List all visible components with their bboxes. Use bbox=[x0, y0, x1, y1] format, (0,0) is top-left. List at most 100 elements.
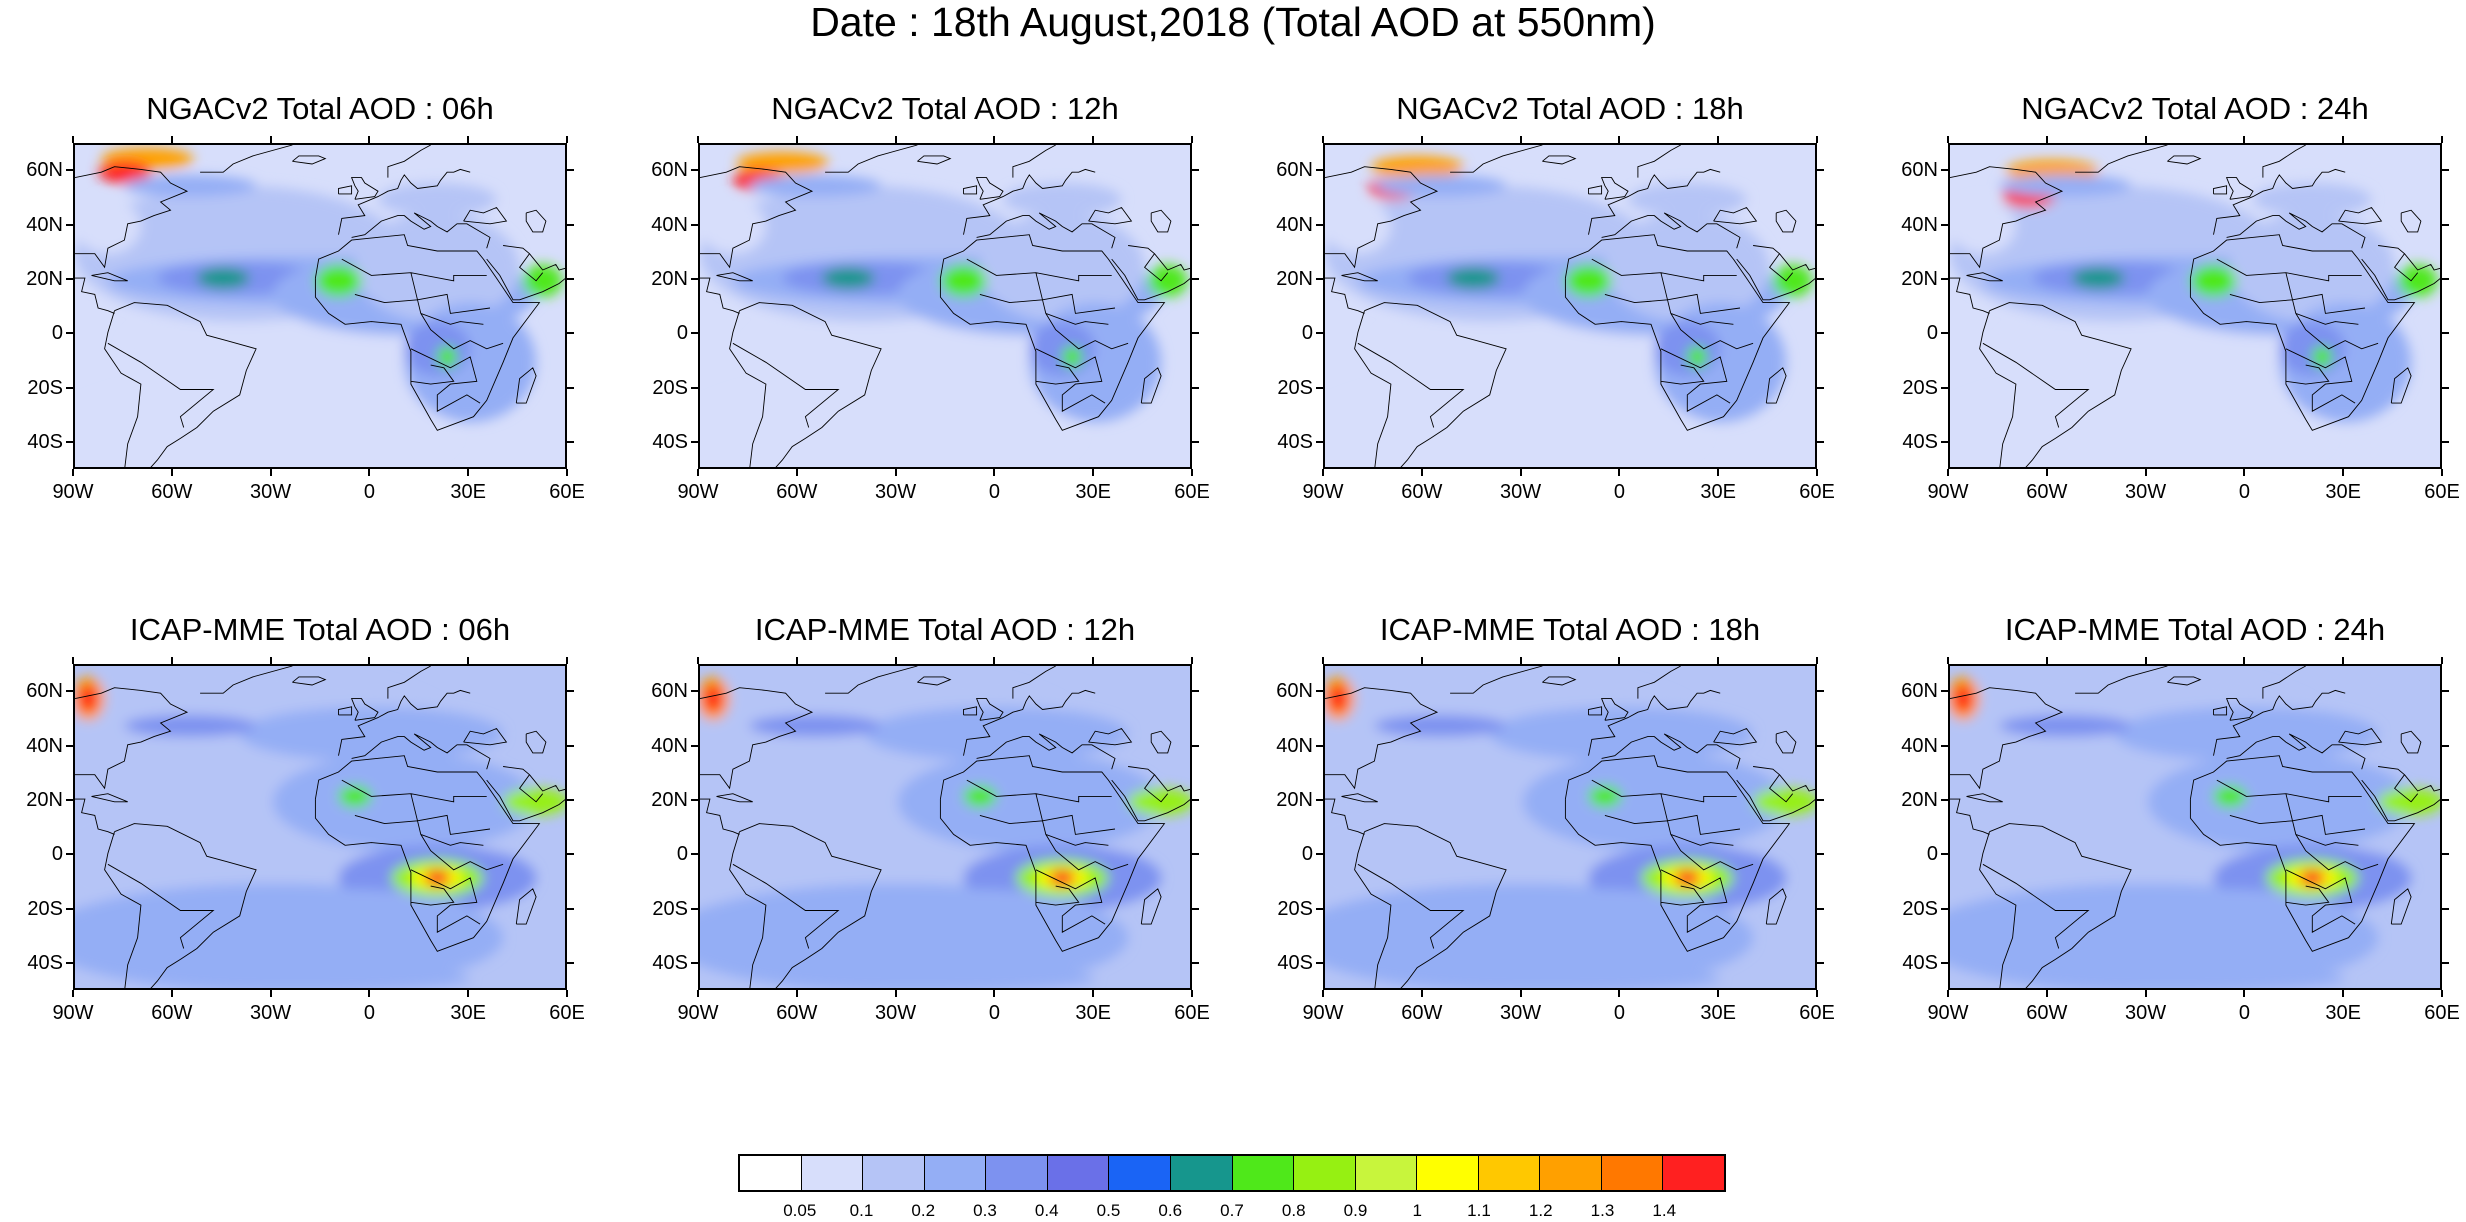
lon-tick-label: 60E bbox=[1799, 1002, 1835, 1024]
lon-tick-label: 60W bbox=[776, 1002, 818, 1024]
lat-tick bbox=[1192, 223, 1199, 226]
lat-tick bbox=[1316, 798, 1323, 801]
aod-blob bbox=[1374, 714, 1507, 737]
coastlines bbox=[1950, 145, 2440, 467]
lon-tick bbox=[1618, 136, 1621, 143]
lon-tick-label: 60W bbox=[2026, 481, 2068, 503]
lat-tick-label: 20N bbox=[1276, 267, 1313, 290]
aod-map-svg bbox=[700, 145, 1190, 467]
lon-tick bbox=[368, 990, 371, 997]
lat-tick bbox=[1817, 798, 1824, 801]
lat-tick bbox=[1817, 386, 1824, 389]
lat-tick bbox=[1316, 440, 1323, 443]
lon-tick-label: 60E bbox=[1174, 1002, 1210, 1024]
lat-tick bbox=[1817, 169, 1824, 172]
lon-tick bbox=[1947, 657, 1949, 664]
lon-tick bbox=[1191, 657, 1193, 664]
aod-blob bbox=[338, 785, 372, 808]
lon-tick-label: 30E bbox=[450, 481, 486, 503]
colorbar-label: 0.1 bbox=[849, 1201, 874, 1220]
aod-blob bbox=[1999, 174, 2132, 197]
lat-tick-label: 20N bbox=[651, 788, 688, 811]
lat-tick-label: 60N bbox=[1901, 159, 1938, 182]
lat-tick-label: 20N bbox=[651, 267, 688, 290]
lon-tick-label: 30W bbox=[875, 481, 917, 503]
lat-tick bbox=[1192, 332, 1199, 335]
lon-tick bbox=[2342, 136, 2345, 143]
colorbar-swatch bbox=[863, 1156, 925, 1190]
lat-tick bbox=[1817, 853, 1824, 856]
aod-blob bbox=[522, 264, 563, 298]
lon-tick bbox=[1717, 469, 1720, 476]
lat-tick bbox=[66, 223, 73, 226]
panel-title: ICAP-MME Total AOD : 24h bbox=[2004, 612, 2386, 647]
lat-tick bbox=[1817, 690, 1824, 693]
lat-tick-label: 40S bbox=[27, 430, 63, 453]
lon-tick bbox=[1618, 990, 1621, 997]
lat-tick bbox=[66, 744, 73, 747]
aod-blob bbox=[1950, 199, 2016, 254]
lat-tick-label: 40S bbox=[27, 951, 63, 974]
aod-blob bbox=[963, 785, 997, 808]
lon-tick bbox=[2342, 469, 2345, 476]
lat-tick bbox=[2442, 744, 2449, 747]
lat-tick-label: 20N bbox=[26, 788, 63, 811]
lon-tick bbox=[2045, 990, 2048, 997]
lat-tick bbox=[1817, 440, 1824, 443]
aod-blob bbox=[736, 151, 829, 174]
aod-blob bbox=[1627, 183, 1747, 216]
lon-tick bbox=[170, 136, 173, 143]
lat-tick-label: 0 bbox=[51, 843, 63, 866]
lon-tick bbox=[795, 990, 798, 997]
lon-tick bbox=[795, 136, 798, 143]
lat-tick-label: 40N bbox=[1276, 213, 1313, 236]
lon-tick bbox=[2243, 136, 2246, 143]
aod-blob bbox=[124, 714, 257, 737]
aod-field bbox=[75, 666, 565, 988]
aod-blob bbox=[703, 685, 724, 713]
lat-tick-label: 60N bbox=[26, 680, 63, 703]
aod-blob bbox=[78, 685, 99, 713]
lon-tick bbox=[697, 657, 699, 664]
lat-tick bbox=[1192, 690, 1199, 693]
lat-tick bbox=[1941, 744, 1948, 747]
aod-blob bbox=[315, 264, 362, 298]
lon-tick-label: 30E bbox=[2325, 1002, 2361, 1024]
lon-tick bbox=[2144, 657, 2147, 664]
lon-tick-label: 90W bbox=[1927, 1002, 1969, 1024]
lat-tick bbox=[567, 690, 574, 693]
aod-map-svg bbox=[1950, 666, 2440, 988]
lon-tick-label: 0 bbox=[2238, 481, 2250, 503]
lon-tick bbox=[170, 469, 173, 476]
lon-tick bbox=[467, 657, 470, 664]
lat-tick-label: 20N bbox=[1901, 788, 1938, 811]
lon-tick bbox=[269, 469, 272, 476]
lat-tick bbox=[1817, 907, 1824, 910]
lat-tick-label: 60N bbox=[651, 680, 688, 703]
aod-blob bbox=[1522, 752, 1787, 851]
lat-tick bbox=[1192, 386, 1199, 389]
lon-tick-label: 30W bbox=[250, 481, 292, 503]
colorbar-label: 0.8 bbox=[1281, 1201, 1306, 1220]
lon-tick bbox=[697, 469, 699, 476]
lon-tick bbox=[72, 136, 74, 143]
aod-blob bbox=[404, 321, 471, 376]
lon-tick-label: 90W bbox=[677, 481, 719, 503]
lon-tick bbox=[2441, 469, 2443, 476]
lat-tick bbox=[691, 853, 698, 856]
aod-blob bbox=[2378, 788, 2440, 816]
colorbar-swatch bbox=[1294, 1156, 1356, 1190]
aod-blob bbox=[1446, 267, 1500, 289]
aod-blob bbox=[1371, 155, 1464, 178]
panel-title: ICAP-MME Total AOD : 18h bbox=[1379, 612, 1761, 647]
panel-title: NGACv2 Total AOD : 12h bbox=[771, 91, 1119, 126]
lon-tick bbox=[467, 469, 470, 476]
lon-tick-label: 0 bbox=[2238, 1002, 2250, 1024]
lat-tick bbox=[1316, 744, 1323, 747]
aod-map-svg bbox=[700, 666, 1190, 988]
lon-tick-label: 60E bbox=[2424, 481, 2460, 503]
colorbar-swatch bbox=[1047, 1156, 1110, 1190]
lon-tick bbox=[566, 136, 568, 143]
aod-blob bbox=[1062, 346, 1083, 368]
lat-tick bbox=[1316, 332, 1323, 335]
